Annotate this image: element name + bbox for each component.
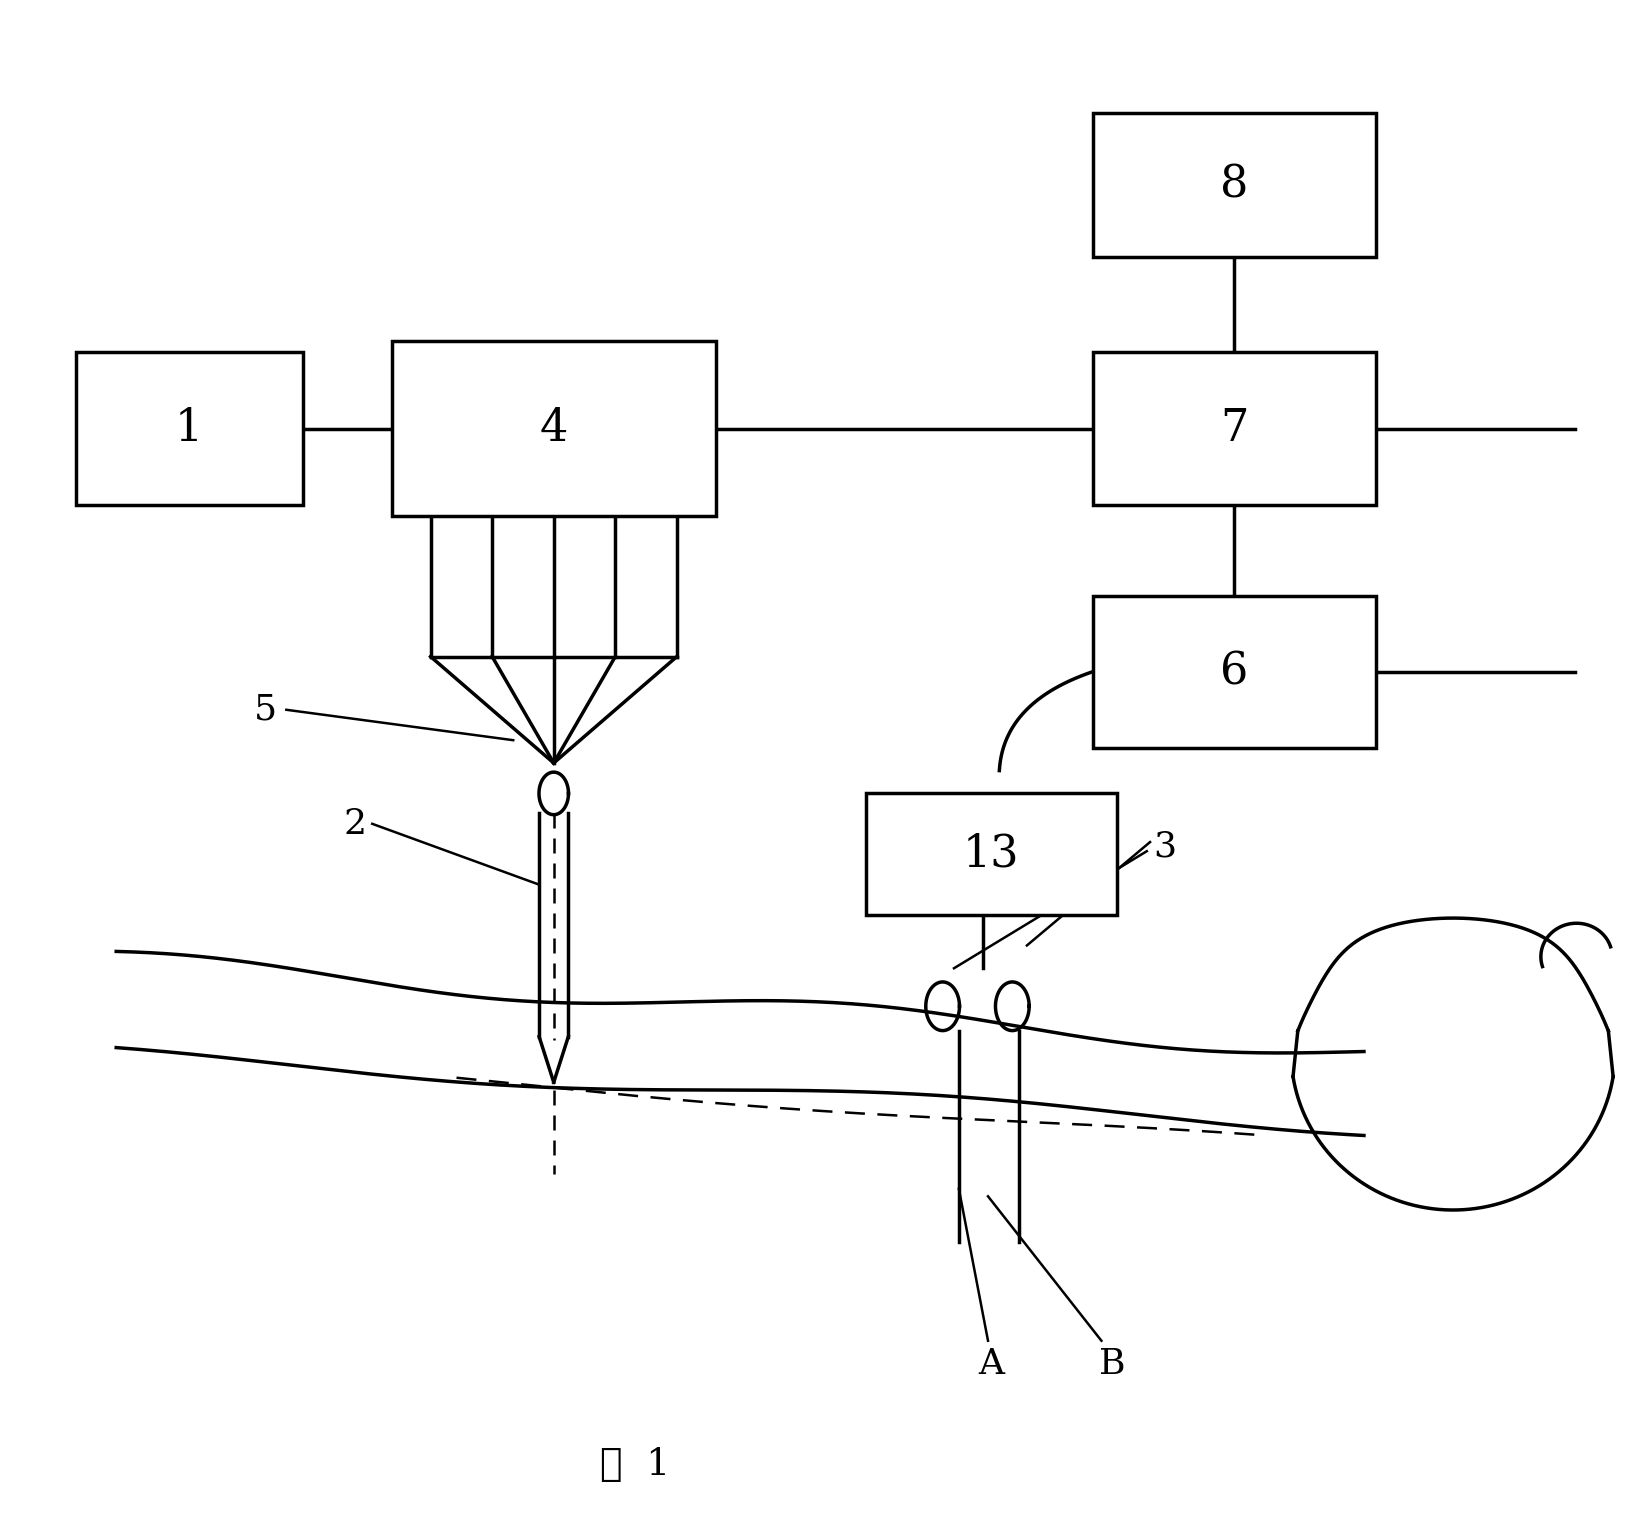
Text: 2: 2 [343, 807, 366, 841]
Bar [392, 342, 715, 516]
Text: 7: 7 [1220, 407, 1249, 450]
Bar [865, 794, 1117, 916]
Text: A: A [979, 1346, 1005, 1381]
Text: 6: 6 [1220, 650, 1249, 693]
Text: 1: 1 [176, 407, 203, 450]
Text: 13: 13 [963, 833, 1020, 876]
Text: B: B [1099, 1346, 1127, 1381]
Bar [1093, 353, 1376, 505]
Text: 图  1: 图 1 [600, 1448, 670, 1483]
Text: 4: 4 [540, 407, 567, 450]
Bar [76, 353, 302, 505]
Bar [1093, 113, 1376, 258]
Text: 8: 8 [1220, 163, 1249, 208]
Text: 3: 3 [1153, 830, 1177, 864]
Text: 5: 5 [254, 693, 276, 726]
Bar [1093, 595, 1376, 748]
